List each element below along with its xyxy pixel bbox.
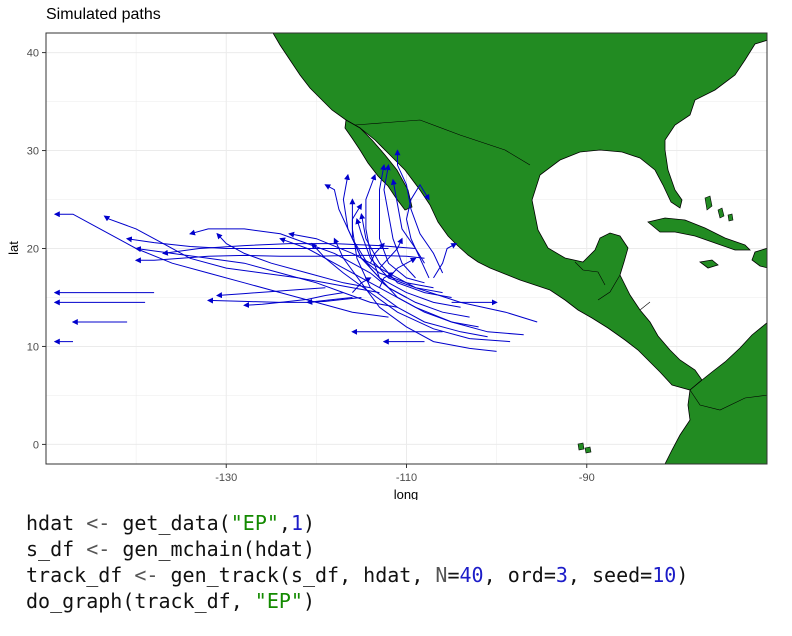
- storm-track: [351, 203, 434, 289]
- code-line-2: s_df <- gen_mchain(hdat): [26, 537, 316, 561]
- y-tick-label: 0: [33, 439, 39, 451]
- simulated-tracks: [53, 149, 538, 352]
- storm-track: [306, 297, 353, 305]
- y-tick-label: 40: [27, 48, 39, 60]
- map-plot: -130 -110 -90 0 10 20 30 40 long lat: [6, 32, 768, 500]
- y-tick-label: 20: [27, 244, 39, 256]
- country-borders: [354, 119, 767, 411]
- storm-track: [379, 272, 395, 288]
- south-america-landmass: [664, 322, 767, 464]
- storm-track: [394, 149, 444, 274]
- y-tick-label: 30: [27, 146, 39, 158]
- hispaniola-island: [751, 247, 767, 269]
- storm-track: [243, 292, 344, 309]
- land-layer: [272, 33, 767, 464]
- storm-track: [433, 243, 458, 279]
- storm-track: [216, 232, 371, 289]
- code-line-3: track_df <- gen_track(s_df, hdat, N=40, …: [26, 563, 689, 587]
- storm-track: [333, 237, 497, 352]
- baja-peninsula: [344, 119, 413, 211]
- galapagos-islands: [577, 442, 592, 454]
- y-axis-ticks: 0 10 20 30 40: [27, 48, 46, 451]
- code-line-1: hdat <- get_data("EP",1): [26, 511, 316, 535]
- storm-track: [383, 164, 416, 279]
- x-tick-label: -90: [579, 472, 595, 484]
- storm-track: [355, 217, 443, 294]
- north-america-landmass: [272, 33, 767, 391]
- storm-track: [352, 277, 372, 293]
- bahamas-islands: [704, 195, 734, 222]
- storm-track: [349, 198, 488, 338]
- x-axis-label: long: [394, 487, 419, 500]
- x-tick-label: -110: [396, 472, 417, 484]
- storm-track: [379, 237, 403, 269]
- storm-track: [311, 242, 511, 343]
- storm-track: [134, 254, 425, 264]
- chart-title: Simulated paths: [46, 6, 161, 23]
- storm-track: [216, 287, 326, 299]
- storm-track: [103, 215, 380, 294]
- x-tick-label: -130: [215, 472, 237, 484]
- y-axis-label: lat: [6, 241, 21, 255]
- storm-track: [342, 173, 461, 308]
- x-axis-ticks: -130 -110 -90: [215, 464, 595, 484]
- storm-track: [379, 164, 425, 284]
- storm-track: [390, 178, 425, 264]
- storm-track: [388, 257, 417, 279]
- cuba-island: [647, 217, 751, 251]
- storm-track: [125, 236, 389, 249]
- storm-track: [369, 242, 385, 264]
- storm-track: [288, 231, 538, 323]
- code-block: hdat <- get_data("EP",1) s_df <- gen_mcha…: [26, 510, 688, 614]
- jamaica-island: [699, 259, 719, 269]
- storm-track: [53, 211, 389, 318]
- code-line-4: do_graph(track_df, "EP"): [26, 589, 315, 613]
- y-tick-label: 10: [27, 341, 39, 353]
